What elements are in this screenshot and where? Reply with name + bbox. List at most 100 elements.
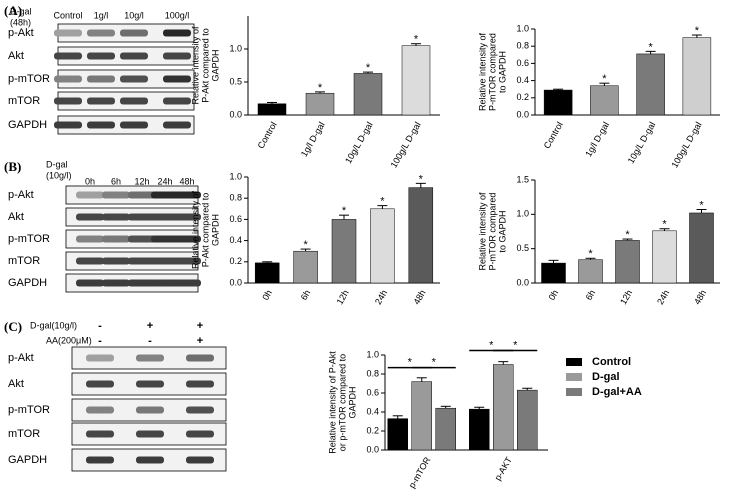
blot-band [151,257,179,265]
significance-star: * [419,173,424,185]
x-tick-label: Control [542,120,565,150]
blot-band [136,456,164,464]
blot-band [86,430,114,438]
blot-row-label: p-Akt [8,189,34,201]
bar [387,418,408,451]
y-tick-label: 0.5 [229,76,242,86]
blot-band [86,406,114,414]
treatment-sign: - [98,320,102,332]
blot-band [102,213,130,221]
blot-row-label: Akt [8,50,24,62]
treatment-sign: + [197,320,203,332]
blot-band [136,430,164,438]
blot-row-label: mTOR [8,255,40,267]
y-axis-label: P-Akt compared to [200,28,210,103]
blot-band [173,279,201,287]
significance-star: * [625,229,630,241]
blot-lane-label: Control [53,10,82,20]
blot-band [76,235,104,243]
blot-band [136,354,164,362]
blot-band [120,29,148,37]
y-axis-label: to GAPDH [497,51,507,93]
blot-condition: D-gal [46,159,68,169]
bar [652,230,677,284]
y-tick-label: 1.0 [366,349,379,359]
blot-band [54,121,82,129]
y-axis-label: P-mTOR compared [487,193,497,271]
y-axis-label: Relative intensity of P-Akt [327,351,337,454]
significance-star: * [414,34,419,46]
bar [682,37,712,116]
bar [305,92,335,116]
blot-row-label: GAPDH [8,277,47,289]
bar [353,73,383,116]
x-tick-label: 0h [260,288,274,302]
bar [590,85,619,116]
significance-star: * [489,339,494,351]
blot-band [76,279,104,287]
bar [408,187,434,284]
y-axis-label: Relative intensity of [477,192,487,271]
y-tick-label: 1.5 [516,174,529,184]
bar [543,89,573,116]
x-tick-label: 100g/L D-gal [669,120,703,169]
legend-label: Control [592,356,631,368]
y-tick-label: 0.8 [366,368,379,378]
blot-lane-label: 0h [85,176,95,186]
blot-band [54,52,82,60]
y-tick-label: 0.4 [229,235,242,245]
bar [435,407,456,451]
bar [689,212,714,284]
y-axis-label: Relative intensity of [190,190,200,269]
y-tick-label: 0.8 [229,193,242,203]
blot-lane-label: 1g/l [94,10,109,20]
y-tick-label: 0.0 [229,109,242,119]
blot-band [128,191,156,199]
y-axis-label: GAPDH [210,214,220,246]
blot-row-label: mTOR [8,95,40,107]
bar [254,262,280,284]
treatment-label: D-gal(10g/l) [30,320,77,330]
bar [469,408,490,451]
y-axis-label: P-Akt compared to [200,193,210,268]
bar [401,45,431,116]
x-tick-label: 10g/L D-gal [343,120,375,165]
blot-row-label: p-mTOR [8,404,50,416]
blot-band [173,257,201,265]
blot-row-label: p-Akt [8,27,34,39]
x-tick-label: p-AKT [493,455,515,483]
bar [411,381,432,451]
blot-lane-label: 48h [179,176,194,186]
y-tick-label: 0.8 [516,41,529,51]
blot-band [87,121,115,129]
x-tick-label: 0h [547,288,561,302]
blot-band [151,235,179,243]
significance-star: * [662,219,667,231]
blot-band [151,191,179,199]
treatment-label: AA(200μM) [46,335,92,345]
blot-band [87,75,115,83]
blot-condition: (48h) [10,17,31,27]
blot-band [87,97,115,105]
blot-band [54,97,82,105]
bar [257,103,287,116]
bar [578,259,603,284]
blot-band [102,279,130,287]
blot-band [163,97,191,105]
y-tick-label: 0.6 [229,214,242,224]
y-tick-label: 0.6 [516,58,529,68]
x-tick-label: 10g/L D-gal [626,120,658,165]
blot-band [173,213,201,221]
panel-label: (B) [4,159,21,174]
blot-condition: (10g/l) [46,170,72,180]
treatment-sign: + [147,320,153,332]
blot-row-label: Akt [8,211,24,223]
y-axis-label: Relative intensity of [190,26,200,105]
blot-band [120,121,148,129]
x-tick-label: p-mTOR [407,455,433,490]
y-tick-label: 0.4 [516,75,529,85]
significance-star: * [588,248,593,260]
legend-label: D-gal+AA [592,386,642,398]
significance-star: * [342,205,347,217]
blot-band [76,191,104,199]
